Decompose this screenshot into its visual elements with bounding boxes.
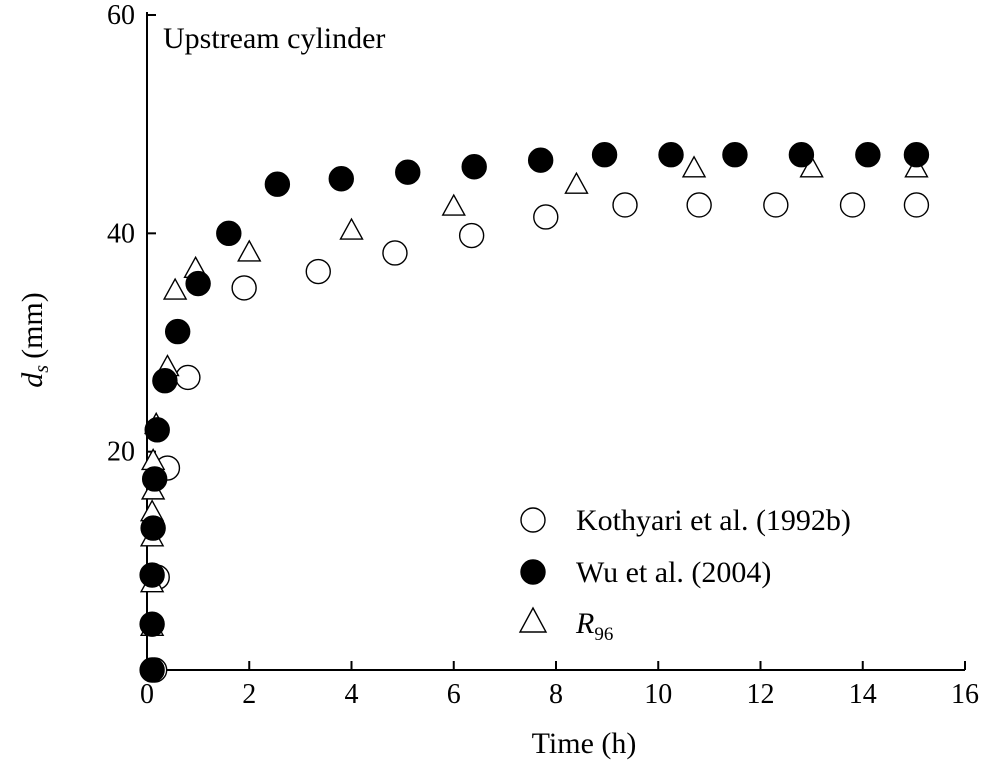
y-tick-label: 60 bbox=[107, 0, 135, 31]
x-tick-label: 4 bbox=[345, 679, 359, 710]
x-axis-label: Time (h) bbox=[532, 727, 637, 760]
data-point-kothyari bbox=[175, 364, 201, 391]
data-point-r96 bbox=[162, 277, 188, 300]
legend-marker-filled-circle bbox=[520, 559, 546, 585]
x-tick-label: 10 bbox=[644, 679, 672, 710]
legend-label-r96: R96 bbox=[575, 607, 613, 645]
x-tick-label: 12 bbox=[747, 679, 775, 710]
data-point-kothyari bbox=[612, 192, 638, 218]
data-point-kothyari bbox=[839, 192, 866, 218]
legend-marker-open-circle bbox=[520, 507, 546, 533]
data-point-wu bbox=[395, 159, 421, 185]
legend-marker-open-triangle bbox=[518, 606, 548, 633]
data-point-kothyari bbox=[382, 240, 408, 266]
legend-label-r96-sub: 96 bbox=[594, 624, 613, 645]
data-point-r96 bbox=[799, 155, 824, 178]
data-point-wu bbox=[144, 417, 170, 443]
data-point-kothyari bbox=[305, 258, 331, 285]
data-point-wu bbox=[328, 166, 354, 192]
y-tick-label: 40 bbox=[107, 218, 135, 249]
data-point-wu bbox=[527, 147, 554, 173]
axes bbox=[146, 12, 965, 671]
x-tick-label: 8 bbox=[549, 679, 563, 710]
data-point-wu bbox=[140, 515, 166, 541]
chart-annotation: Upstream cylinder bbox=[163, 22, 385, 55]
data-point-kothyari bbox=[231, 275, 257, 301]
legend-label-r96-main: R bbox=[575, 607, 594, 640]
data-point-wu bbox=[216, 220, 242, 247]
data-point-wu bbox=[855, 142, 881, 168]
y-axis-label: ds (mm) bbox=[16, 292, 53, 387]
data-point-wu bbox=[788, 142, 815, 168]
data-point-wu bbox=[139, 562, 165, 588]
data-point-wu bbox=[461, 154, 487, 180]
data-point-r96 bbox=[564, 171, 589, 194]
legend-item-wu: Wu et al. (2004) bbox=[520, 556, 771, 589]
data-point-kothyari bbox=[533, 204, 559, 230]
data-point-wu bbox=[264, 171, 291, 197]
data-point-wu bbox=[658, 142, 684, 168]
data-point-wu bbox=[141, 466, 168, 492]
data-point-kothyari bbox=[686, 192, 712, 218]
legend: Kothyari et al. (1992b) Wu et al. (2004)… bbox=[518, 504, 851, 645]
data-point-wu bbox=[722, 142, 748, 168]
data-point-r96 bbox=[441, 193, 466, 216]
data-point-wu bbox=[591, 142, 618, 168]
x-tick-label: 6 bbox=[447, 679, 461, 710]
y-axis-label-unit: (mm) bbox=[16, 292, 49, 359]
data-point-kothyari bbox=[458, 222, 485, 249]
data-point-wu bbox=[164, 318, 191, 345]
legend-item-kothyari: Kothyari et al. (1992b) bbox=[520, 504, 851, 537]
data-point-wu bbox=[139, 611, 165, 637]
x-tick-label: 2 bbox=[242, 679, 256, 710]
data-point-wu bbox=[139, 657, 165, 683]
chart-marks bbox=[139, 142, 930, 683]
data-point-kothyari bbox=[903, 192, 930, 218]
y-tick-label: 20 bbox=[107, 437, 135, 468]
data-point-r96 bbox=[339, 217, 364, 240]
legend-label-kothyari: Kothyari et al. (1992b) bbox=[576, 504, 851, 537]
data-point-wu bbox=[185, 270, 211, 297]
x-tick-label: 0 bbox=[140, 679, 154, 710]
data-point-kothyari bbox=[763, 192, 789, 218]
y-axis-label-main: d bbox=[16, 372, 49, 388]
data-point-r96 bbox=[681, 155, 707, 178]
x-tick-label: 14 bbox=[849, 679, 877, 710]
data-point-wu bbox=[152, 368, 178, 394]
data-point-wu bbox=[903, 142, 930, 168]
y-axis-label-sub: s bbox=[31, 365, 53, 373]
data-point-r96 bbox=[237, 239, 262, 262]
legend-item-r96: R96 bbox=[518, 606, 613, 645]
x-tick-label: 16 bbox=[951, 679, 979, 710]
ticks: 0 2 4 6 8 10 12 14 16 20 40 60 bbox=[107, 0, 979, 710]
legend-label-wu: Wu et al. (2004) bbox=[576, 556, 771, 589]
